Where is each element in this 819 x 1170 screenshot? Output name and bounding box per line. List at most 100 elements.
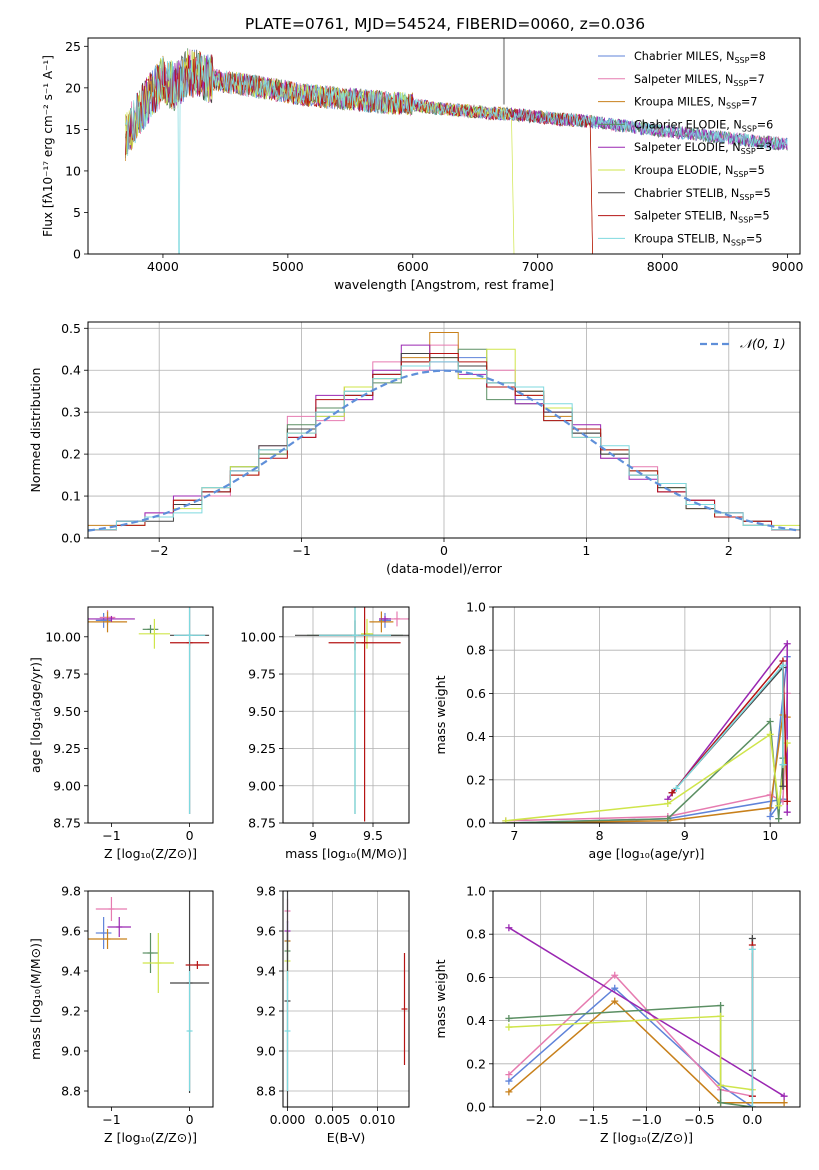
y-tick-label: 0.2 — [466, 1056, 486, 1071]
panels: 4000 5000 6000 7000 8000 90000510152025wavele… — [28, 37, 804, 1145]
y-tick-label: 9.8 — [256, 884, 276, 899]
x-tick-label: 9.5 — [363, 828, 383, 843]
y-tick-label: 10 — [65, 163, 81, 178]
panel-mass-age: 9 9.5 8.75 9.00 9.25 9.50 9.75 10.00 mass [log₁₀… — [240, 606, 410, 861]
y-axis-label: Normed distribution — [28, 368, 43, 493]
axes-frame — [87, 321, 801, 539]
axes-frame — [492, 890, 801, 1108]
y-tick-label: 9.4 — [61, 964, 81, 979]
legend-entry: Kroupa ELODIE, NSSP=5 — [634, 164, 765, 179]
legend-sub: SSP — [738, 216, 753, 225]
spectrum-line — [125, 53, 788, 254]
x-tick-label: 0.010 — [360, 1112, 396, 1127]
legend-entry: Kroupa STELIB, NSSP=5 — [634, 232, 762, 247]
y-tick-label: 9.50 — [53, 704, 81, 719]
y-tick-label: 0 — [73, 247, 81, 262]
weight-marker — [779, 761, 787, 769]
weight-marker — [766, 804, 774, 812]
x-tick-label: −1 — [292, 543, 310, 558]
x-tick-label: 8 — [596, 828, 604, 843]
axes-frame — [87, 890, 214, 1108]
y-tick-label: 15 — [65, 122, 81, 137]
x-axis-label: Z [log₁₀(Z/Z⊙)] — [600, 1130, 693, 1145]
y-tick-label: 9.6 — [256, 924, 276, 939]
legend-text: Salpeter ELODIE, N — [634, 141, 741, 154]
x-axis-label: Z [log₁₀(Z/Z⊙)] — [104, 846, 197, 861]
weight-marker — [748, 935, 756, 943]
legend-entry: Chabrier ELODIE, NSSP=6 — [634, 118, 773, 133]
y-tick-label: 0.2 — [466, 772, 486, 787]
y-tick-label: 0.1 — [61, 489, 81, 504]
legend-entry: 𝒩(0, 1) — [740, 336, 786, 351]
y-tick-label: 9.00 — [248, 778, 276, 793]
x-tick-label: 0.000 — [270, 1112, 306, 1127]
weight-marker — [717, 1001, 725, 1009]
y-tick-label: 9.0 — [61, 1044, 81, 1059]
x-tick-label: 0 — [186, 828, 194, 843]
y-tick-label: 0.6 — [466, 686, 486, 701]
y-tick-label: 25 — [65, 39, 81, 54]
x-tick-label: −2.0 — [525, 1112, 555, 1127]
y-tick-label: 0.0 — [466, 816, 486, 831]
panel-z-mass: −1 0 8.8 9.0 9.2 9.4 9.6 9.8 Z [log₁₀(Z/Z⊙)] mass… — [28, 884, 214, 1145]
legend-entry: Salpeter STELIB, NSSP=5 — [634, 210, 770, 225]
legend-sub: SSP — [739, 193, 754, 202]
x-tick-label: −1 — [102, 828, 120, 843]
legend-sub: SSP — [742, 124, 757, 133]
panel-ebv-mass: 0.000 0.005 0.010 8.8 9.0 9.2 9.4 9.6 9.8 E(B-V) — [256, 884, 410, 1145]
legend-sub: SSP — [741, 147, 756, 156]
y-axis-label: mass [log₁₀(M/M⊙)] — [28, 938, 43, 1060]
plot-area-spectrum — [125, 38, 788, 254]
plot-area-z-age — [88, 607, 210, 815]
y-tick-label: 20 — [65, 80, 81, 95]
legend-text: Kroupa ELODIE, N — [634, 164, 733, 177]
legend-sub: SSP — [726, 102, 741, 111]
histogram-line — [88, 352, 800, 531]
y-tick-label: 9.00 — [53, 778, 81, 793]
y-tick-label: 0.0 — [61, 531, 81, 546]
legend-entry: Chabrier STELIB, NSSP=5 — [634, 187, 771, 202]
y-tick-label: 0.4 — [466, 729, 486, 744]
y-axis-label: mass weight — [433, 675, 448, 754]
x-tick-label: 0 — [186, 1112, 194, 1127]
x-tick-label: 0.005 — [315, 1112, 351, 1127]
weight-marker — [717, 1081, 725, 1089]
x-tick-label: 9 — [309, 828, 317, 843]
legend-text: Salpeter STELIB, N — [634, 210, 738, 223]
axes-frame — [87, 37, 801, 255]
x-tick-label: 1 — [582, 543, 590, 558]
y-tick-label: 10.00 — [45, 629, 81, 644]
y-tick-label: 0.6 — [466, 970, 486, 985]
x-tick-label: 7 — [510, 828, 518, 843]
weight-marker — [780, 1092, 788, 1100]
weight-marker — [717, 1099, 725, 1107]
panel-age-weight: 7 8 9 10 0.0 0.2 0.4 0.6 0.8 1.0 age [log₁₀(age/yr… — [433, 600, 801, 861]
legend-text: Kroupa STELIB, N — [634, 232, 731, 245]
y-tick-label: 8.8 — [256, 1084, 276, 1099]
weight-line — [505, 713, 788, 823]
weight-marker — [505, 1023, 513, 1031]
weight-line — [508, 927, 785, 1097]
x-tick-label: −1 — [102, 1112, 120, 1127]
y-tick-label: 9.4 — [256, 964, 276, 979]
x-tick-label: 9000 — [772, 259, 804, 274]
histogram-line — [88, 361, 800, 531]
legend-suffix: =5 — [754, 187, 771, 200]
axes-frame — [282, 606, 410, 824]
legend-entry: Kroupa MILES, NSSP=7 — [634, 96, 757, 111]
legend-text: Salpeter MILES, N — [634, 73, 733, 86]
x-tick-label: −1.5 — [578, 1112, 608, 1127]
weight-marker — [668, 789, 676, 797]
axes-frame — [492, 606, 801, 824]
y-tick-label: 8.75 — [53, 816, 81, 831]
weight-line — [508, 1015, 753, 1091]
weight-marker — [783, 808, 791, 816]
legend-suffix: =7 — [741, 96, 758, 109]
y-tick-label: 1.0 — [466, 600, 486, 615]
legend-suffix: =8 — [749, 50, 766, 63]
weight-line — [505, 656, 788, 823]
x-tick-label: 2 — [725, 543, 733, 558]
weight-line — [508, 974, 753, 1097]
weight-line — [505, 693, 788, 822]
weight-marker — [717, 1012, 725, 1020]
